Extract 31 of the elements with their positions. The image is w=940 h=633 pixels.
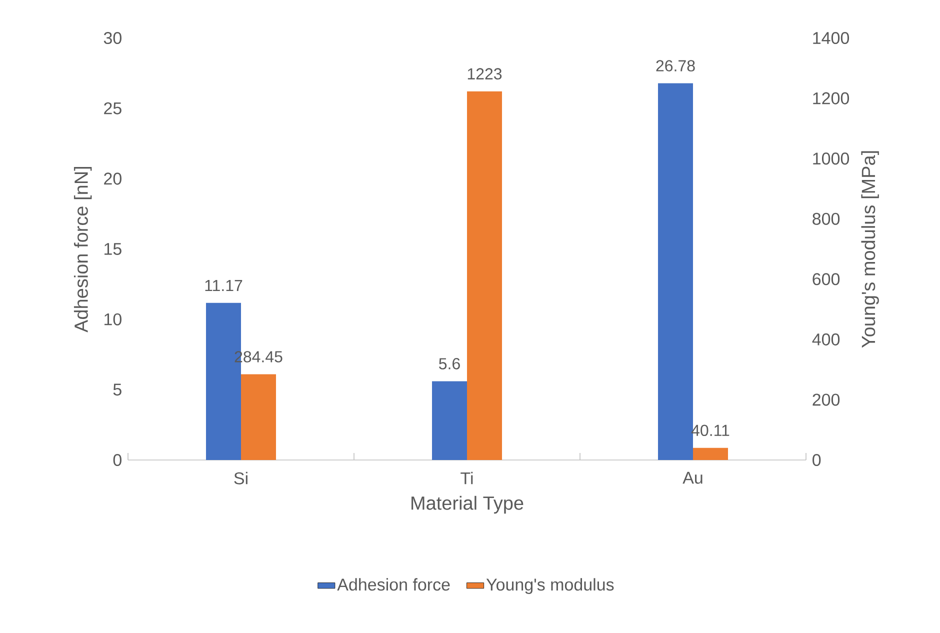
y2-tick-label: 200 (812, 394, 840, 406)
x-tick-label: Si (234, 472, 248, 484)
y2-axis-title: Young's modulus [MPa] (861, 151, 879, 348)
y2-tick-label: 1400 (813, 32, 850, 44)
bar (432, 381, 467, 460)
y2-tick-label: 800 (812, 212, 840, 225)
x-tick-label: Au (682, 472, 702, 484)
y2-tick-label: 0 (812, 454, 821, 466)
y2-tick-label: 1200 (813, 92, 850, 104)
y-tick-label: 15 (104, 243, 122, 255)
y-tick-label: 25 (104, 102, 122, 114)
data-label: 1223 (468, 68, 502, 80)
x-axis-title: Material Type (412, 496, 524, 514)
bar (467, 91, 502, 460)
data-label: 11.17 (205, 280, 242, 292)
y-tick-label: 0 (113, 454, 122, 466)
y-tick-label: 10 (104, 313, 122, 326)
y-tick-label: 30 (104, 32, 122, 44)
y-axis-title: Adhesion force [nN] (74, 166, 92, 332)
y2-tick-label: 1000 (813, 152, 850, 165)
data-label: 26.78 (656, 60, 695, 72)
bar (658, 83, 693, 460)
data-label: 5.6 (439, 358, 460, 370)
legend-label: Young's modulus (486, 578, 614, 594)
y2-tick-label: 600 (812, 273, 840, 286)
y-tick-label: 5 (113, 384, 122, 396)
x-tick-label: Ti (460, 472, 473, 484)
y-tick-label: 20 (104, 172, 122, 185)
bar (693, 448, 728, 460)
legend-label: Adhesion force (337, 578, 450, 591)
y2-tick-label: 400 (812, 333, 840, 346)
